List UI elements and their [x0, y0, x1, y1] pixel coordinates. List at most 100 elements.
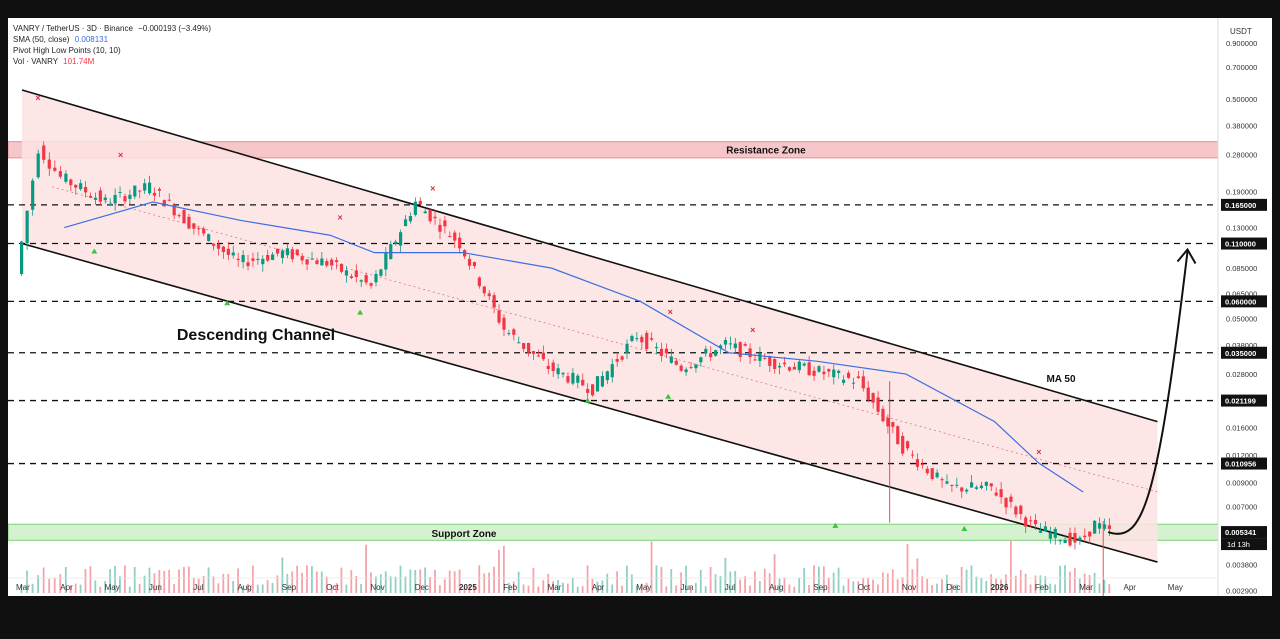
- candle[interactable]: [221, 245, 226, 259]
- candle[interactable]: [920, 459, 924, 469]
- candle[interactable]: [433, 209, 437, 225]
- candle[interactable]: [600, 371, 605, 388]
- candle[interactable]: [374, 269, 378, 287]
- level-badge[interactable]: [1221, 346, 1267, 359]
- candle[interactable]: [275, 248, 280, 257]
- candle[interactable]: [403, 215, 408, 227]
- candle[interactable]: [768, 355, 772, 373]
- candle[interactable]: [546, 358, 550, 375]
- candle[interactable]: [1043, 521, 1048, 532]
- candle[interactable]: [502, 314, 506, 337]
- candle[interactable]: [300, 253, 304, 265]
- candle[interactable]: [625, 339, 629, 359]
- candle[interactable]: [1048, 526, 1052, 544]
- candle[interactable]: [335, 257, 339, 270]
- candle[interactable]: [891, 421, 895, 434]
- level-badge[interactable]: [1221, 394, 1267, 407]
- candle[interactable]: [940, 476, 944, 488]
- candle[interactable]: [876, 391, 880, 416]
- candle[interactable]: [42, 141, 46, 164]
- candle[interactable]: [369, 282, 373, 289]
- candle[interactable]: [31, 178, 35, 216]
- candle[interactable]: [930, 467, 934, 481]
- candle[interactable]: [536, 349, 541, 357]
- candle[interactable]: [384, 247, 388, 277]
- candle[interactable]: [157, 187, 162, 198]
- candle[interactable]: [965, 488, 969, 494]
- candle[interactable]: [53, 160, 57, 173]
- candle[interactable]: [167, 193, 171, 202]
- candle[interactable]: [866, 381, 870, 403]
- candle[interactable]: [556, 363, 560, 379]
- candle[interactable]: [581, 373, 585, 387]
- candle[interactable]: [541, 345, 545, 361]
- candle[interactable]: [709, 346, 713, 362]
- candle[interactable]: [83, 181, 88, 198]
- candle[interactable]: [679, 363, 683, 373]
- candle[interactable]: [733, 338, 737, 354]
- candle[interactable]: [497, 304, 501, 325]
- candle[interactable]: [969, 474, 974, 488]
- candle[interactable]: [98, 187, 102, 206]
- level-badge[interactable]: [1221, 526, 1267, 539]
- candle[interactable]: [610, 358, 614, 383]
- candle[interactable]: [320, 252, 324, 266]
- candle[interactable]: [979, 481, 984, 490]
- candle[interactable]: [714, 349, 718, 357]
- candle[interactable]: [349, 273, 353, 280]
- candle[interactable]: [974, 485, 979, 491]
- candle[interactable]: [364, 272, 368, 286]
- candle[interactable]: [620, 355, 624, 363]
- candle[interactable]: [526, 342, 531, 357]
- candle[interactable]: [290, 246, 294, 263]
- candle[interactable]: [802, 361, 806, 367]
- candle[interactable]: [246, 254, 250, 271]
- candle[interactable]: [1038, 523, 1043, 533]
- candle[interactable]: [1058, 539, 1062, 545]
- candle[interactable]: [664, 343, 669, 359]
- candle[interactable]: [718, 343, 723, 355]
- candle[interactable]: [118, 186, 122, 198]
- legend-volume[interactable]: Vol · VANRY 101.74M: [13, 57, 94, 67]
- candle[interactable]: [266, 249, 270, 262]
- candle[interactable]: [605, 370, 609, 384]
- legend-pivot[interactable]: Pivot High Low Points (10, 10): [13, 46, 121, 56]
- candle[interactable]: [280, 248, 285, 264]
- candle[interactable]: [261, 255, 265, 272]
- candle[interactable]: [630, 334, 634, 343]
- candle[interactable]: [285, 243, 289, 259]
- candle[interactable]: [1014, 505, 1018, 518]
- candle[interactable]: [640, 334, 644, 350]
- candle[interactable]: [1097, 517, 1102, 534]
- candle[interactable]: [906, 440, 910, 451]
- candle[interactable]: [408, 212, 413, 224]
- candle[interactable]: [590, 384, 595, 397]
- candle[interactable]: [177, 213, 181, 219]
- candle[interactable]: [138, 189, 142, 199]
- candle[interactable]: [517, 336, 521, 344]
- candle[interactable]: [871, 392, 875, 409]
- candle[interactable]: [47, 152, 51, 177]
- candle[interactable]: [325, 258, 329, 268]
- candle[interactable]: [896, 425, 900, 445]
- candle[interactable]: [128, 189, 132, 205]
- candle[interactable]: [197, 225, 201, 236]
- candle[interactable]: [999, 481, 1003, 504]
- candle[interactable]: [36, 149, 40, 180]
- candle[interactable]: [192, 223, 196, 235]
- projection-curve[interactable]: [1107, 251, 1189, 535]
- candle[interactable]: [143, 178, 147, 195]
- candle[interactable]: [448, 231, 452, 238]
- candle[interactable]: [935, 469, 939, 479]
- candle[interactable]: [162, 199, 166, 207]
- candle[interactable]: [389, 240, 393, 260]
- candle[interactable]: [994, 487, 998, 497]
- candle[interactable]: [216, 239, 221, 256]
- candle[interactable]: [1009, 493, 1013, 508]
- candle[interactable]: [507, 329, 511, 336]
- candle[interactable]: [315, 257, 319, 265]
- candle[interactable]: [832, 364, 836, 385]
- candle[interactable]: [182, 208, 186, 224]
- candle[interactable]: [817, 364, 821, 374]
- candle[interactable]: [1102, 518, 1107, 531]
